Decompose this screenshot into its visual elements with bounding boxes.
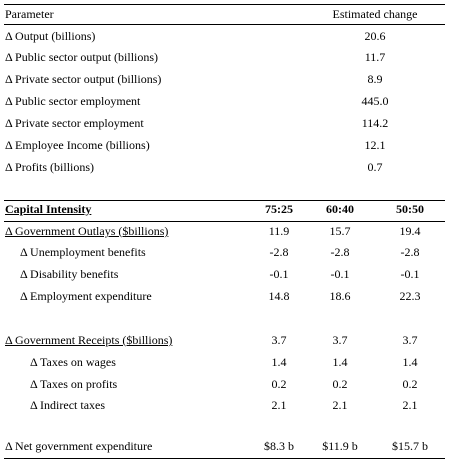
cell-value: -2.8	[400, 245, 420, 259]
row-label: Δ Government Outlays ($billions)	[5, 224, 169, 238]
cell-value: -2.8	[330, 245, 350, 259]
cell-value: 12.1	[364, 138, 386, 152]
cell-value: 0.2	[402, 377, 418, 391]
cell-value: 0.2	[332, 377, 348, 391]
cell-value: 3.7	[402, 333, 418, 347]
cell-value: -0.1	[400, 267, 420, 281]
cell-value: 1.4	[271, 355, 287, 369]
row-label: Δ Disability benefits	[20, 267, 119, 281]
cell-value: 18.6	[329, 289, 351, 303]
header-cell: 50:50	[396, 202, 424, 216]
cell-value: 14.8	[268, 289, 290, 303]
cell-value: 3.7	[332, 333, 348, 347]
cell-value: 22.3	[399, 289, 421, 303]
cell-value: 2.1	[332, 398, 348, 412]
cell-value: 15.7	[329, 224, 351, 238]
cell-value: 2.1	[402, 398, 418, 412]
row-label: Δ Taxes on profits	[30, 377, 118, 391]
row-label: Δ Private sector employment	[5, 116, 144, 130]
row-label: Δ Employee Income (billions)	[5, 138, 150, 152]
cell-value: -0.1	[269, 267, 289, 281]
rule	[4, 221, 445, 222]
rule	[4, 4, 445, 5]
cell-value: 445.0	[361, 94, 389, 108]
row-label: Δ Private sector output (billions)	[5, 72, 162, 86]
cell-value: 11.9	[268, 224, 290, 238]
row-label: Δ Employment expenditure	[20, 289, 152, 303]
header-cell: 75:25	[265, 202, 293, 216]
rule	[4, 458, 445, 459]
row-label: Δ Unemployment benefits	[20, 245, 146, 259]
header-cell: Estimated change	[332, 7, 418, 21]
cell-value: 114.2	[361, 116, 389, 130]
cell-value: 3.7	[271, 333, 287, 347]
rule	[4, 200, 445, 201]
cell-value: $15.7 b	[392, 439, 428, 453]
cell-value: $11.9 b	[322, 439, 358, 453]
cell-value: 20.6	[364, 29, 386, 43]
cell-value: -0.1	[330, 267, 350, 281]
row-label: Δ Indirect taxes	[30, 398, 106, 412]
header-cell: Capital Intensity	[5, 202, 92, 216]
row-label: Δ Output (billions)	[5, 29, 96, 43]
cell-value: -2.8	[269, 245, 289, 259]
cell-value: 8.9	[367, 72, 383, 86]
cell-value: 11.7	[364, 50, 386, 64]
cell-value: $8.3 b	[264, 439, 294, 453]
cell-value: 0.7	[367, 160, 383, 174]
cell-value: 19.4	[399, 224, 421, 238]
row-label: Δ Government Receipts ($billions)	[5, 333, 173, 347]
cell-value: 1.4	[402, 355, 418, 369]
header-cell: Parameter	[5, 7, 54, 21]
cell-value: 0.2	[271, 377, 287, 391]
header-cell: 60:40	[326, 202, 354, 216]
row-label: Δ Public sector output (billions)	[5, 50, 159, 64]
row-label: Δ Taxes on wages	[30, 355, 116, 369]
cell-value: 2.1	[271, 398, 287, 412]
row-label: Δ Profits (billions)	[5, 160, 95, 174]
cell-value: 1.4	[332, 355, 348, 369]
rule	[4, 24, 445, 25]
row-label: Δ Net government expenditure	[5, 439, 153, 453]
row-label: Δ Public sector employment	[5, 94, 141, 108]
